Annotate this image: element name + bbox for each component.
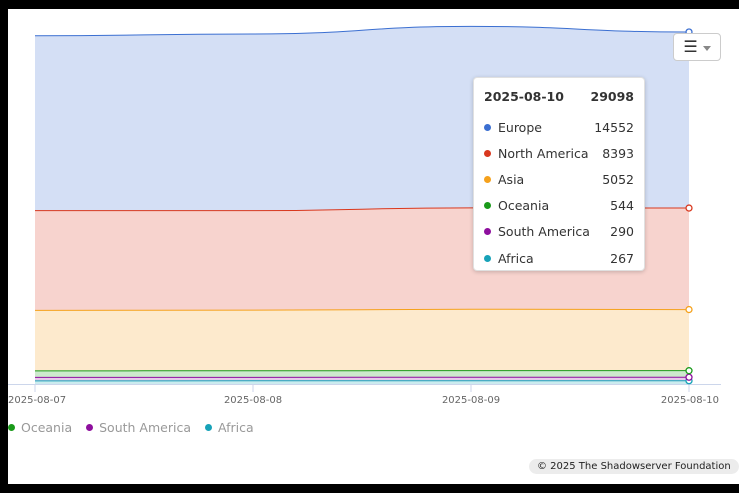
legend-label: Oceania — [21, 420, 73, 435]
tooltip-series-name: North America — [498, 145, 589, 161]
x-tick-label: 2025-08-09 — [442, 395, 500, 406]
legend-label: Africa — [218, 420, 254, 435]
tooltip-series-name: Asia — [498, 171, 525, 187]
series-dot-icon — [484, 123, 491, 131]
x-tick-label: 2025-08-07 — [8, 395, 66, 406]
legend-dot-icon — [8, 424, 15, 431]
legend-item-oceania[interactable]: Oceania — [8, 420, 72, 435]
tooltip-series-value: 544 — [610, 198, 634, 214]
chart-frame: 2025-08-07 2025-08-08 2025-08-09 2025-08-10… — [8, 9, 739, 484]
chart-legend: Oceania South America Africa — [8, 420, 254, 435]
x-tick-label: 2025-08-08 — [224, 395, 282, 406]
tooltip-series-value: 5052 — [602, 171, 634, 187]
series-dot-icon — [484, 202, 491, 210]
tooltip-series-name: South America — [498, 224, 590, 240]
area-oceania — [35, 370, 689, 378]
tooltip-row-asia: Asia 5052 — [484, 166, 634, 192]
area-africa — [35, 380, 689, 384]
series-dot-icon — [484, 149, 491, 157]
series-dot-icon — [484, 228, 491, 236]
series-dot-icon — [484, 175, 491, 183]
area-south-america — [35, 377, 689, 381]
tooltip-row-north-america: North America 8393 — [484, 140, 634, 166]
hamburger-menu-icon: ☰ — [683, 37, 698, 56]
legend-dot-icon — [205, 424, 212, 431]
tooltip-series-value: 8393 — [602, 145, 634, 161]
tooltip-series-name: Europe — [498, 119, 542, 135]
legend-item-south-america[interactable]: South America — [86, 420, 191, 435]
chart-credit[interactable]: © 2025 The Shadowserver Foundation — [529, 459, 739, 474]
chevron-down-icon — [702, 45, 711, 51]
chart-menu-button[interactable]: ☰ — [673, 33, 721, 61]
point-marker-north-america[interactable] — [685, 204, 693, 212]
tooltip-row-africa: Africa 267 — [484, 245, 634, 271]
legend-dot-icon — [86, 424, 94, 431]
legend-label: South America — [99, 420, 191, 435]
area-asia — [35, 309, 689, 371]
tooltip-series-value: 267 — [610, 250, 634, 266]
tooltip-row-europe: Europe 14552 — [484, 114, 634, 140]
tooltip-series-name: Africa — [498, 250, 534, 266]
tooltip-series-name: Oceania — [498, 198, 550, 214]
point-marker-oceania[interactable] — [685, 367, 693, 375]
series-line-europe[interactable] — [34, 25, 690, 37]
tooltip-row-oceania: Oceania 544 — [484, 193, 634, 219]
data-tooltip: 2025-08-10 29098 Europe 14552 North Americ… — [473, 77, 645, 271]
tooltip-total: 29098 — [590, 88, 635, 104]
point-marker-south-america[interactable] — [685, 373, 693, 381]
x-tick-label: 2025-08-10 — [661, 395, 719, 406]
tooltip-series-value: 14552 — [594, 119, 634, 135]
legend-item-africa[interactable]: Africa — [205, 420, 254, 435]
tooltip-row-south-america: South America 290 — [484, 219, 634, 245]
series-dot-icon — [484, 254, 491, 262]
tooltip-date: 2025-08-10 — [484, 88, 564, 104]
point-marker-asia[interactable] — [685, 305, 693, 314]
series-line-asia[interactable] — [34, 308, 690, 311]
tooltip-series-value: 290 — [610, 224, 634, 240]
